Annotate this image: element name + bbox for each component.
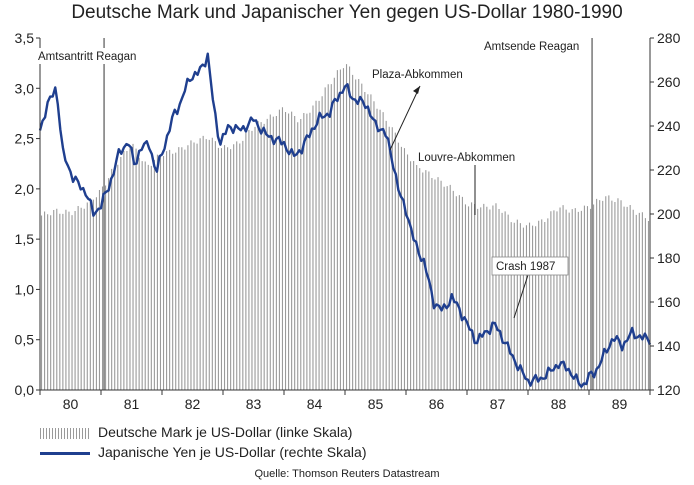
label-crash-box <box>491 256 569 276</box>
left-tick-label: 1,5 <box>15 231 35 247</box>
label-louvre: Louvre-Abkommen <box>418 152 515 164</box>
label-amtsende-bg <box>481 38 586 54</box>
legend-line-swatch <box>40 451 90 455</box>
crash-leader <box>513 274 529 319</box>
label-plaza: Plaza-Abkommen <box>372 69 463 81</box>
label-amtsantritt: Amtsantritt Reagan <box>38 51 136 63</box>
plaza-arrow-line <box>389 85 421 151</box>
label-louvre-bg <box>415 149 520 165</box>
label-crash: Crash 1987 <box>496 261 555 273</box>
reagan-lines <box>103 38 593 390</box>
exchange-rate-chart: 0,0 0,5 1,0 1,5 2,0 2,5 3,0 3,5 120 140 160 180 200 2… <box>15 30 681 412</box>
x-tick-label: 82 <box>185 396 201 412</box>
x-tick-label: 89 <box>612 396 628 412</box>
left-tick-label: 0,0 <box>15 382 35 398</box>
left-tick-label: 0,5 <box>15 332 35 348</box>
source-note: Quelle: Thomson Reuters Datastream <box>254 468 440 480</box>
right-tick-label: 240 <box>657 118 681 134</box>
legend-bar-swatch <box>40 427 90 439</box>
right-tick-label: 260 <box>657 74 681 90</box>
label-amtsende: Amtsende Reagan <box>484 41 579 53</box>
right-tick-label: 200 <box>657 206 681 222</box>
right-tick-label: 180 <box>657 250 681 266</box>
plaza-arrowhead <box>413 86 420 94</box>
yen-line-layer <box>38 52 652 388</box>
legend-item-dm: Deutsche Mark je US-Dollar (linke Skala) <box>40 424 352 440</box>
legend-item-yen: Japanische Yen je US-Dollar (rechte Skal… <box>40 444 366 460</box>
x-tick-label: 88 <box>551 396 567 412</box>
left-tick-label: 3,5 <box>15 30 35 46</box>
x-tick-label: 83 <box>246 396 262 412</box>
x-tick-label: 80 <box>63 396 79 412</box>
left-tick-label: 3,0 <box>15 80 35 96</box>
right-tick-label: 160 <box>657 294 681 310</box>
right-tick-label: 220 <box>657 162 681 178</box>
chart-title: Deutsche Mark und Japanischer Yen gegen … <box>71 2 623 23</box>
yen-line <box>38 52 652 388</box>
legend-dm-label: Deutsche Mark je US-Dollar (linke Skala) <box>98 424 353 440</box>
right-tick-label: 120 <box>657 382 681 398</box>
left-tick-label: 2,0 <box>15 181 35 197</box>
x-tick-label: 87 <box>490 396 506 412</box>
dm-bars <box>40 64 650 390</box>
x-tick-label: 86 <box>429 396 445 412</box>
x-tick-label: 84 <box>307 396 323 412</box>
x-tick-label: 81 <box>124 396 140 412</box>
x-tick-label: 85 <box>368 396 384 412</box>
annotations: Amtsantritt Reagan Amtsende Reagan Plaza-A… <box>35 38 586 319</box>
left-tick-label: 2,5 <box>15 131 35 147</box>
axes: 0,0 0,5 1,0 1,5 2,0 2,5 3,0 3,5 120 140 160 180 200 2… <box>15 30 681 412</box>
label-amtsantritt-bg <box>35 48 160 64</box>
left-tick-label: 1,0 <box>15 281 35 297</box>
right-tick-label: 280 <box>657 30 681 46</box>
label-plaza-bg <box>369 66 468 82</box>
right-tick-label: 140 <box>657 338 681 354</box>
legend-yen-label: Japanische Yen je US-Dollar (rechte Skal… <box>98 444 367 460</box>
